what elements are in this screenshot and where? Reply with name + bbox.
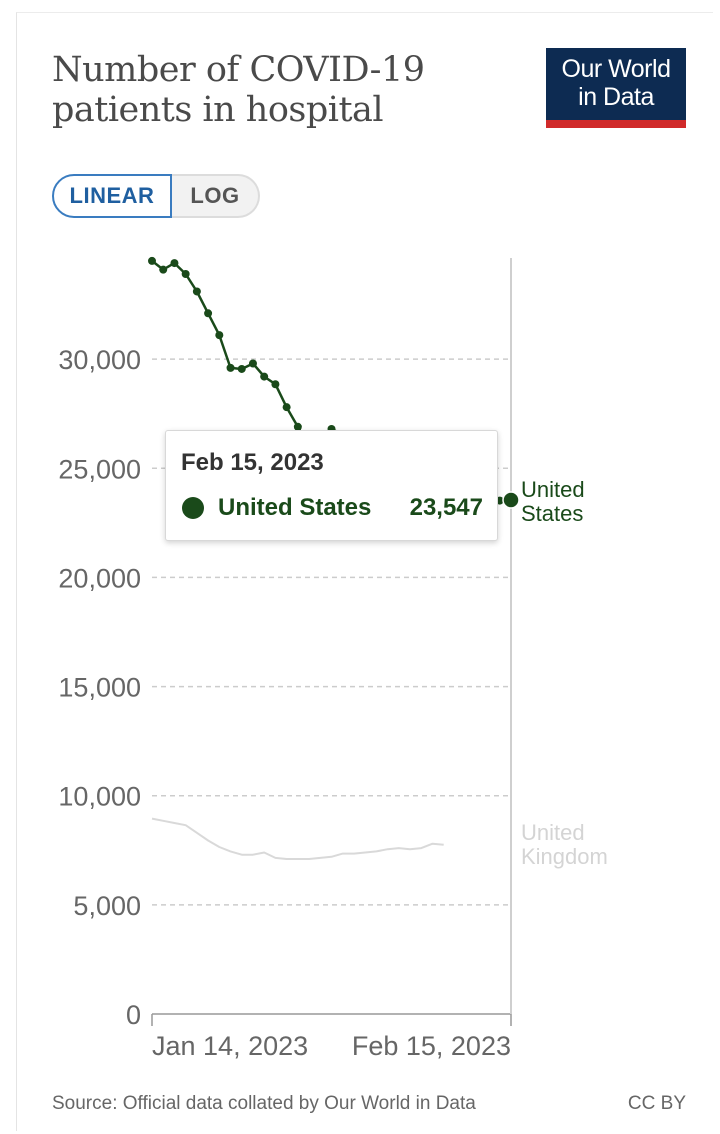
x-tick-label: Feb 15, 2023	[352, 1031, 511, 1061]
license-link[interactable]: CC BY	[627, 1093, 686, 1114]
us-data-point	[226, 363, 235, 372]
x-tick-label: Jan 14, 2023	[152, 1031, 308, 1061]
owid-logo[interactable]: Our World in Data	[546, 48, 686, 128]
tooltip-date: Feb 15, 2023	[181, 449, 324, 476]
uk-series-label: Kingdom	[521, 844, 608, 869]
us-data-point	[293, 422, 302, 431]
us-data-point	[204, 309, 213, 318]
log-scale-button[interactable]: LOG	[172, 174, 260, 218]
us-data-point	[215, 331, 224, 340]
logo-line-2: in Data	[578, 83, 654, 111]
y-tick-label: 5,000	[73, 891, 141, 921]
us-data-point	[282, 403, 291, 412]
us-hover-point	[502, 491, 520, 509]
scale-toggle: LINEAR LOG	[52, 174, 260, 218]
us-series-label: States	[521, 501, 583, 526]
us-data-point	[159, 265, 168, 274]
chart-title: Number of COVID-19 patients in hospital	[52, 50, 425, 130]
y-tick-label: 10,000	[58, 782, 141, 812]
us-data-point	[271, 380, 280, 389]
uk-series-label: United	[521, 820, 585, 845]
linear-scale-button[interactable]: LINEAR	[52, 174, 172, 218]
tooltip-value: 23,547	[409, 494, 483, 521]
y-tick-label: 20,000	[58, 563, 141, 593]
us-data-point	[170, 259, 179, 268]
y-tick-label: 30,000	[58, 345, 141, 375]
us-data-point	[192, 287, 201, 296]
us-data-point	[181, 270, 190, 279]
us-data-point	[248, 359, 257, 368]
y-tick-label: 0	[126, 1000, 141, 1030]
logo-line-1: Our World	[561, 55, 671, 83]
y-tick-label: 15,000	[58, 673, 141, 703]
hover-tooltip: Feb 15, 2023 United States 23,547	[165, 430, 498, 541]
source-note[interactable]: Source: Official data collated by Our Wo…	[52, 1093, 476, 1114]
series-dot-icon	[182, 497, 204, 519]
us-series-label: United	[521, 477, 585, 502]
us-data-point	[237, 364, 246, 373]
tooltip-series-name: United States	[218, 494, 372, 521]
us-data-point	[260, 372, 269, 381]
y-tick-label: 25,000	[58, 454, 141, 484]
us-data-point	[148, 256, 156, 265]
uk-series-line	[151, 817, 444, 860]
